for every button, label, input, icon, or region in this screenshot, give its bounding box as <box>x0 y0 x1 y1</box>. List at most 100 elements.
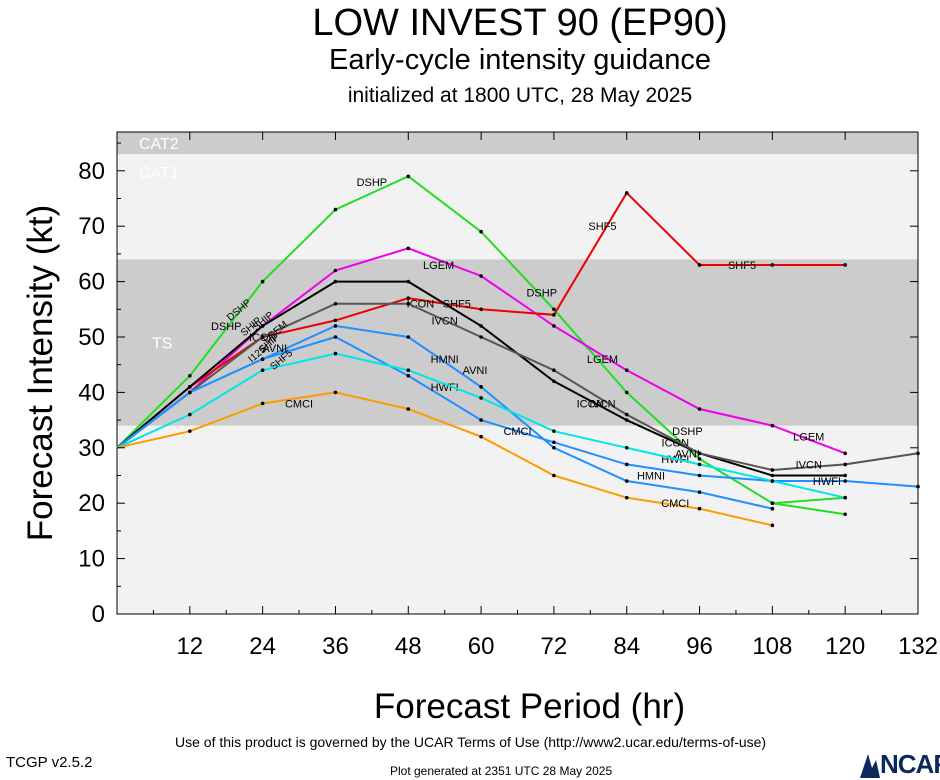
series-label-avni: AVNI <box>463 365 488 377</box>
data-point-hmni <box>333 324 338 328</box>
data-point-icon <box>406 279 411 284</box>
series-line-ivcn <box>116 302 919 472</box>
data-point-cmci <box>552 473 556 478</box>
data-point-icon <box>479 324 483 328</box>
series-label-dshp: DSHP <box>526 288 557 300</box>
data-point-cmci <box>333 390 338 395</box>
data-point-avni <box>333 351 338 356</box>
series-line-hwfi <box>116 335 919 488</box>
data-point-cmci <box>697 506 702 511</box>
series-label-ivcn: IVCN <box>589 398 615 410</box>
data-point-hwfi <box>333 335 338 339</box>
series-label-dshp: DSHP <box>672 426 703 438</box>
x-tick-label: 72 <box>541 633 568 660</box>
data-point-avni <box>770 479 775 483</box>
data-point-icon <box>843 473 847 478</box>
band-label-cat2: CAT2 <box>139 136 179 153</box>
data-point-ivcn <box>479 335 483 339</box>
data-point-ivcn <box>624 412 629 417</box>
data-point-dshp <box>697 457 702 461</box>
series-label-icon: ICON <box>407 299 435 311</box>
data-point-avni <box>479 396 483 400</box>
x-tick-label: 60 <box>468 633 495 660</box>
version-label: TCGP v2.5.2 <box>6 754 93 771</box>
y-axis-label: Forecast Intensity (kt) <box>21 205 60 541</box>
band-label-cat1: CAT1 <box>139 165 179 182</box>
series-label-cmci: CMCI <box>503 426 531 438</box>
series-label-avni: AVNI <box>262 343 287 355</box>
data-point-hwfi <box>406 373 411 378</box>
data-point-shf5 <box>406 296 411 301</box>
data-point-avni <box>624 445 629 450</box>
series-label-shf5: SHF5 <box>728 260 756 272</box>
generated-time: Plot generated at 2351 UTC 28 May 2025 <box>390 764 613 778</box>
data-point-avni <box>552 429 556 433</box>
x-tick-label: 48 <box>395 633 422 660</box>
data-point-hwfi <box>697 473 702 478</box>
data-point-ivcn <box>552 368 556 373</box>
x-tick-label: 12 <box>176 633 203 660</box>
data-point-lgem <box>552 324 556 328</box>
series-label-lgem: LGEM <box>587 354 618 366</box>
series-line-dshp <box>772 502 846 516</box>
data-point-icon <box>260 324 265 328</box>
series-label-ivcn: IVCN <box>796 459 822 471</box>
data-point-ivcn <box>843 462 847 467</box>
data-point-cmci <box>624 495 629 500</box>
data-point-lgem <box>770 423 775 428</box>
series-label-cmci: CMCI <box>661 498 689 510</box>
data-point-dshp <box>624 390 629 395</box>
data-point-icon <box>188 385 192 389</box>
data-point-cmci <box>479 434 483 439</box>
data-point-hwfi <box>552 440 556 445</box>
data-point-dshp <box>333 207 338 212</box>
data-point-lgem <box>624 368 629 373</box>
x-tick-label: 120 <box>825 633 865 660</box>
data-point-shf5 <box>479 307 483 312</box>
data-point-cmci <box>188 429 192 433</box>
series-label-dshp: DSHP <box>211 321 242 333</box>
x-tick-label: 132 <box>898 633 938 660</box>
y-tick-label: 40 <box>78 379 105 406</box>
series-label-icon: ICON <box>577 398 605 410</box>
y-tick-label: 50 <box>78 324 105 351</box>
data-point-cmci <box>260 401 265 406</box>
data-point-icon <box>333 279 338 284</box>
data-point-lgem <box>406 246 411 251</box>
y-tick-label: 0 <box>92 601 105 628</box>
data-point-dshp <box>843 512 847 517</box>
data-point-hmni <box>770 506 775 511</box>
series-label-ivcn: IVCN <box>432 315 458 327</box>
data-point-shf5 <box>770 263 775 267</box>
data-point-lgem <box>843 451 847 456</box>
band-ts <box>117 259 918 426</box>
data-point-dshp <box>552 307 556 312</box>
data-point-hwfi <box>188 390 192 395</box>
data-point-hmni <box>697 490 702 494</box>
x-tick-label: 96 <box>686 633 713 660</box>
data-point-hwfi <box>479 418 483 422</box>
data-point-avni <box>260 368 265 373</box>
data-point-dshp <box>770 501 775 505</box>
data-point-ivcn <box>406 301 411 306</box>
band-cat2 <box>117 132 918 155</box>
ncar-logo-text: NCAR <box>880 749 940 779</box>
x-axis-label: Forecast Period (hr) <box>374 687 685 726</box>
data-point-dshp <box>260 279 265 284</box>
data-point-dshp <box>406 174 411 179</box>
data-point-lgem <box>333 268 338 273</box>
chart-subtitle: Early-cycle intensity guidance <box>328 44 711 76</box>
ncar-logo-icon <box>860 754 880 778</box>
x-tick-label: 84 <box>613 633 640 660</box>
series-label-hmni: HMNI <box>637 470 665 482</box>
x-tick-label: 108 <box>752 633 792 660</box>
data-point-hmni <box>552 445 556 450</box>
terms-of-use: Use of this product is governed by the U… <box>175 734 767 750</box>
series-label-hwfi: HWFI <box>813 476 841 488</box>
init-time: initialized at 1800 UTC, 28 May 2025 <box>347 84 693 107</box>
intensity-bands: TS CAT1 CAT2 <box>117 132 918 614</box>
data-point-cmci <box>770 523 775 528</box>
data-point-avni <box>406 368 411 373</box>
data-point-hwfi <box>624 462 629 467</box>
